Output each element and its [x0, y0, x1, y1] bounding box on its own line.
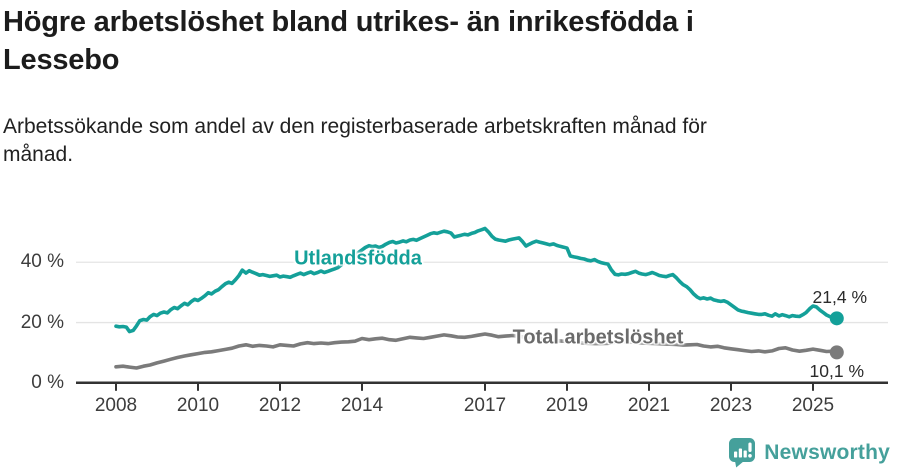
page-title: Högre arbetslöshet bland utrikes- än inr… [3, 3, 833, 79]
y-axis-label-40: 40 % [20, 251, 64, 273]
x-axis-label-2019: 2019 [545, 395, 589, 416]
x-axis-label-2023: 2023 [709, 395, 753, 416]
end-dot-total-arbetsl-shet [829, 345, 844, 360]
series-label-utlandsfodda: Utlandsfödda [294, 247, 422, 270]
subtitle-line-1: Arbetssökande som andel av den registerb… [3, 115, 707, 138]
line-total-arbetsl-shet [114, 332, 839, 370]
newsworthy-logo: Newsworthy [728, 437, 890, 468]
x-axis-label-2017: 2017 [463, 395, 507, 416]
y-axis-label-0: 0 % [31, 371, 64, 393]
title-line-1: Högre arbetslöshet bland utrikes- än inr… [3, 6, 694, 38]
x-axis-label-2010: 2010 [176, 395, 220, 416]
x-axis-label-2008: 2008 [94, 395, 138, 416]
chart-subtitle: Arbetssökande som andel av den registerb… [3, 113, 843, 169]
x-axis-label-2014: 2014 [340, 395, 384, 416]
series-label-total-arbetsloshet: Total arbetslöshet [512, 326, 684, 349]
x-axis-label-2025: 2025 [791, 395, 835, 416]
x-axis-label-2021: 2021 [627, 395, 671, 416]
line-utlandsf-dda [114, 226, 839, 334]
end-value-label-utlandsfodda: 21,4 % [812, 287, 867, 307]
brand-name: Newsworthy [764, 440, 890, 464]
x-axis-label-2012: 2012 [258, 395, 302, 416]
y-axis-label-20: 20 % [20, 311, 64, 333]
end-value-label-total: 10,1 % [809, 361, 864, 381]
newsworthy-bubble-icon [729, 438, 756, 468]
subtitle-line-2: månad. [3, 143, 74, 166]
end-dot-utlandsf-dda [829, 311, 844, 326]
title-line-2: Lessebo [3, 44, 120, 76]
